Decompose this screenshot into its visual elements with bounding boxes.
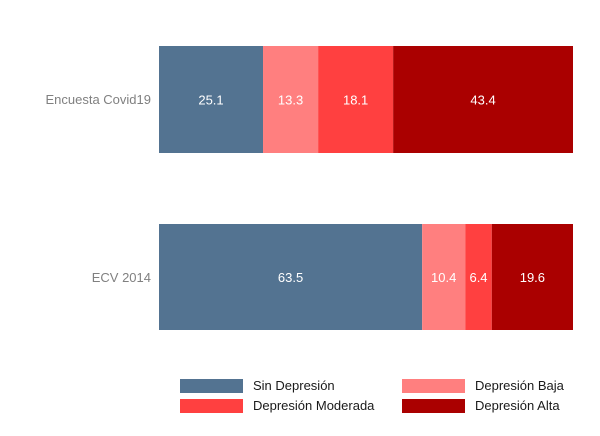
bar-encuesta-covid19-sin-depresion [159,46,264,153]
data-label-ecv-2014-sin-depresion: 63.5 [278,270,303,285]
data-label-encuesta-covid19-sin-depresion: 25.1 [198,93,223,108]
bar-ecv-2014-depresion-alta [491,224,573,330]
bar-ecv-2014-sin-depresion [159,224,423,330]
legend-swatch-sin-depresion [180,378,243,393]
data-label-ecv-2014-depresion-moderada: 6.4 [469,270,487,285]
legend-item-sin-depresion: Sin Depresión [180,378,335,393]
bar-encuesta-covid19-depresion-moderada [318,46,394,153]
legend-item-depresion-baja: Depresión Baja [402,378,564,393]
data-label-encuesta-covid19-depresion-baja: 13.3 [278,93,303,108]
legend-item-depresion-moderada: Depresión Moderada [180,398,374,413]
bar-ecv-2014-depresion-moderada [465,224,492,330]
data-label-encuesta-covid19-depresion-moderada: 18.1 [343,93,368,108]
legend: Sin Depresión Depresión Baja Depresión M… [180,378,590,418]
category-label-ecv-2014: ECV 2014 [92,270,151,285]
bar-encuesta-covid19-depresion-baja [263,46,319,153]
bar-encuesta-covid19-depresion-alta [393,46,573,153]
category-label-encuesta-covid19: Encuesta Covid19 [45,92,151,107]
legend-swatch-depresion-moderada [180,398,243,413]
data-label-encuesta-covid19-depresion-alta: 43.4 [470,93,495,108]
data-labels: 25.1 13.3 18.1 43.4 63.5 10.4 6.4 19.6 [198,93,545,286]
legend-swatch-depresion-alta [402,398,465,413]
data-label-ecv-2014-depresion-baja: 10.4 [431,270,456,285]
legend-swatch-depresion-baja [402,378,465,393]
bar-ecv-2014-depresion-baja [422,224,466,330]
legend-label-depresion-moderada: Depresión Moderada [253,398,375,413]
data-label-ecv-2014-depresion-alta: 19.6 [520,270,545,285]
legend-label-depresion-baja: Depresión Baja [475,378,564,393]
legend-label-sin-depresion: Sin Depresión [253,378,335,393]
bars-group [159,46,573,330]
legend-label-depresion-alta: Depresión Alta [475,398,560,413]
category-labels: Encuesta Covid19 ECV 2014 [45,92,151,285]
legend-item-depresion-alta: Depresión Alta [402,398,560,413]
